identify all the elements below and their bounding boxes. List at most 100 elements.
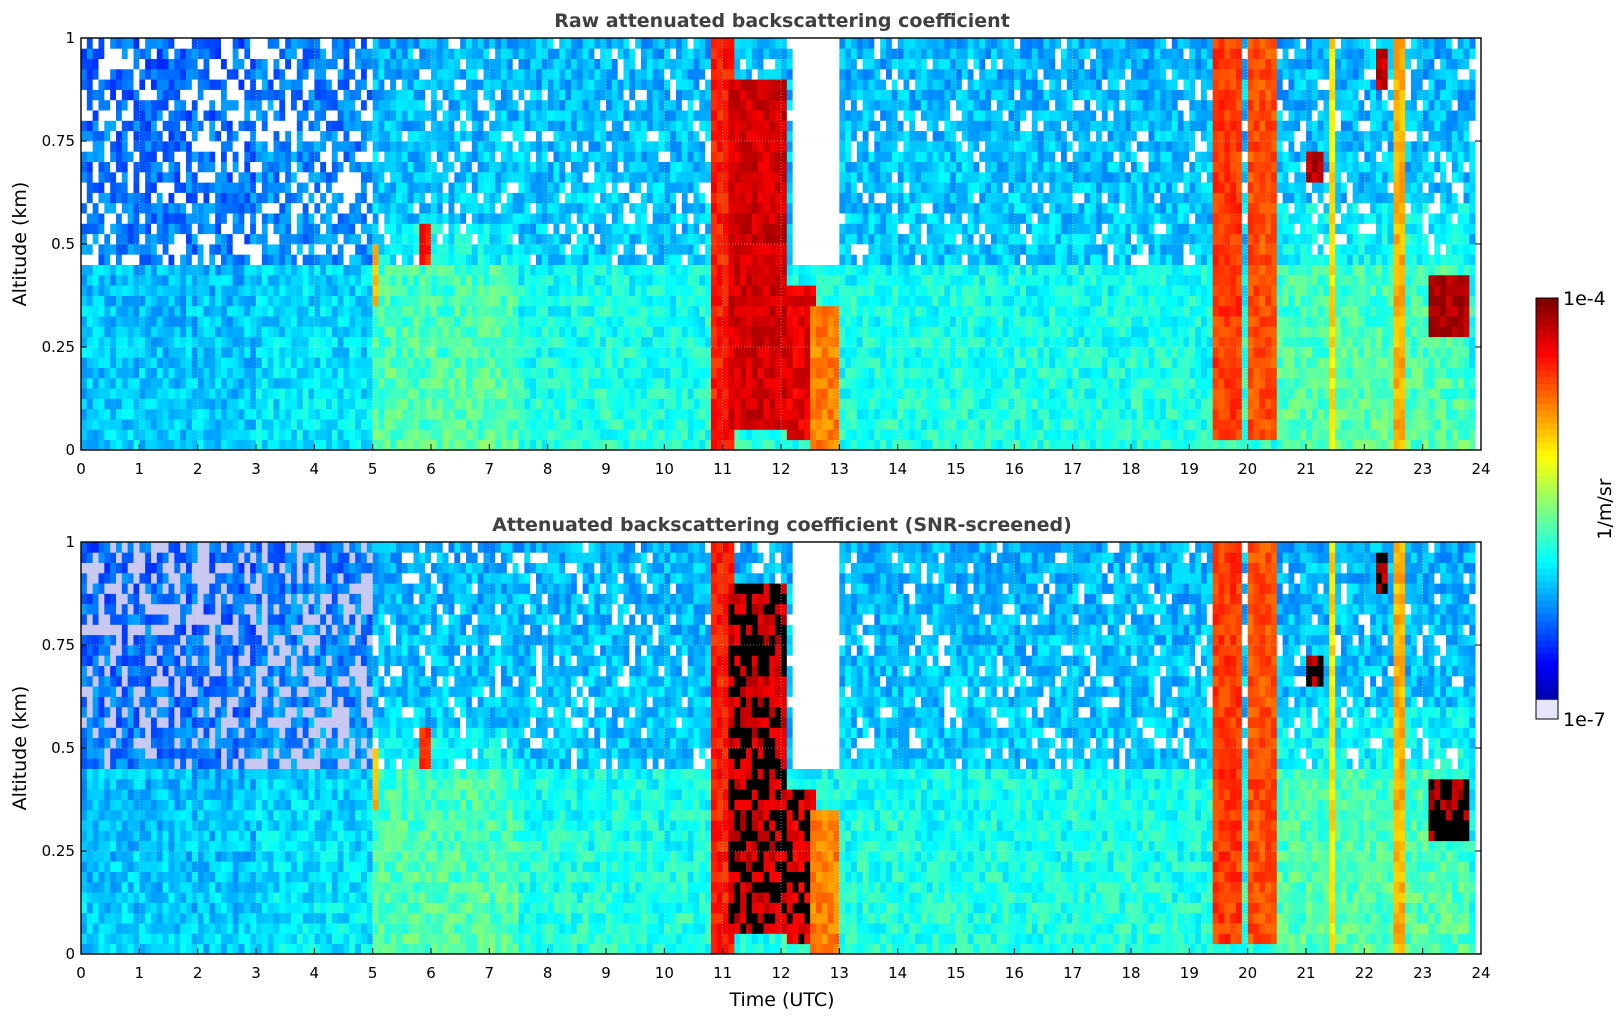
heatmap-cell bbox=[646, 264, 654, 276]
heatmap-cell bbox=[740, 295, 747, 307]
heatmap-cell bbox=[168, 58, 175, 70]
heatmap-cell bbox=[81, 233, 88, 245]
heatmap-cell bbox=[699, 89, 706, 101]
heatmap-cell bbox=[746, 398, 753, 410]
heatmap-cell bbox=[786, 336, 794, 348]
heatmap-cell bbox=[652, 151, 659, 162]
heatmap-cell bbox=[734, 295, 741, 307]
heatmap-cell bbox=[267, 244, 274, 255]
heatmap-cell bbox=[512, 68, 519, 80]
heatmap-cell bbox=[226, 79, 234, 90]
heatmap-cell bbox=[541, 182, 549, 193]
heatmap-cell bbox=[687, 316, 694, 327]
heatmap-cell bbox=[232, 274, 239, 286]
heatmap-cell bbox=[600, 377, 607, 389]
heatmap-cell bbox=[623, 367, 630, 379]
heatmap-cell bbox=[244, 182, 251, 193]
heatmap-cell bbox=[489, 171, 496, 183]
heatmap-cell bbox=[681, 130, 689, 142]
heatmap-cell bbox=[191, 285, 199, 296]
heatmap-cell bbox=[86, 120, 94, 132]
heatmap-cell bbox=[757, 357, 764, 368]
heatmap-cell bbox=[320, 429, 327, 441]
heatmap-cell bbox=[407, 192, 414, 204]
heatmap-cell bbox=[477, 336, 484, 348]
heatmap-cell bbox=[699, 408, 706, 420]
heatmap-cell bbox=[594, 38, 601, 49]
heatmap-cell bbox=[156, 295, 164, 307]
heatmap-cell bbox=[413, 161, 420, 173]
heatmap-cell bbox=[121, 244, 129, 255]
heatmap-cell bbox=[197, 99, 204, 111]
heatmap-cell bbox=[355, 285, 362, 296]
heatmap-cell bbox=[477, 58, 484, 70]
heatmap-cell bbox=[156, 419, 164, 430]
heatmap-cell bbox=[425, 171, 432, 183]
heatmap-cell bbox=[197, 439, 204, 451]
heatmap-cell bbox=[92, 48, 99, 59]
heatmap-cell bbox=[600, 357, 607, 368]
heatmap-cell bbox=[734, 120, 741, 132]
heatmap-cell bbox=[786, 182, 794, 193]
heatmap-cell bbox=[769, 99, 776, 111]
heatmap-cell bbox=[238, 192, 245, 204]
heatmap-cell bbox=[320, 305, 327, 317]
heatmap-cell bbox=[734, 48, 741, 59]
heatmap-cell bbox=[291, 99, 298, 111]
heatmap-cell bbox=[792, 254, 799, 265]
heatmap-cell bbox=[197, 316, 204, 327]
heatmap-cell bbox=[582, 305, 589, 317]
heatmap-cell bbox=[127, 151, 134, 162]
heatmap-cell bbox=[419, 38, 426, 49]
heatmap-cell bbox=[267, 202, 274, 214]
heatmap-cell bbox=[407, 202, 414, 214]
heatmap-cell bbox=[716, 110, 724, 121]
heatmap-cell bbox=[162, 439, 169, 451]
heatmap-cell bbox=[734, 161, 741, 173]
heatmap-cell bbox=[676, 182, 683, 193]
heatmap-cell bbox=[390, 439, 397, 451]
heatmap-cell bbox=[617, 48, 624, 59]
heatmap-cell bbox=[781, 192, 788, 204]
heatmap-cell bbox=[769, 244, 776, 255]
heatmap-cell bbox=[611, 295, 619, 307]
heatmap-cell bbox=[296, 79, 304, 90]
heatmap-cell bbox=[547, 357, 554, 368]
heatmap-cell bbox=[127, 419, 134, 430]
heatmap-cell bbox=[162, 264, 169, 276]
heatmap-cell bbox=[419, 295, 426, 307]
heatmap-cell bbox=[285, 377, 292, 389]
heatmap-cell bbox=[180, 161, 187, 173]
heatmap-cell bbox=[442, 285, 449, 296]
heatmap-cell bbox=[769, 141, 776, 152]
heatmap-cell bbox=[711, 38, 718, 49]
heatmap-cell bbox=[641, 48, 648, 59]
heatmap-cell bbox=[693, 244, 700, 255]
heatmap-cell bbox=[285, 254, 292, 265]
heatmap-cell bbox=[781, 367, 788, 379]
heatmap-cell bbox=[530, 305, 537, 317]
heatmap-cell bbox=[466, 58, 473, 70]
heatmap-cell bbox=[337, 58, 344, 70]
heatmap-cell bbox=[501, 336, 508, 348]
heatmap-cell bbox=[320, 439, 327, 451]
heatmap-cell bbox=[261, 419, 269, 430]
heatmap-cell bbox=[594, 244, 601, 255]
heatmap-cell bbox=[460, 347, 467, 358]
heatmap-cell bbox=[576, 244, 584, 255]
heatmap-cell bbox=[326, 68, 333, 80]
heatmap-cell bbox=[576, 264, 584, 276]
heatmap-cell bbox=[308, 213, 315, 224]
heatmap-cell bbox=[495, 336, 502, 348]
heatmap-cell bbox=[582, 79, 589, 90]
heatmap-cell bbox=[396, 141, 403, 152]
heatmap-cell bbox=[792, 161, 799, 173]
heatmap-cell bbox=[145, 408, 152, 420]
heatmap-cell bbox=[413, 171, 420, 183]
heatmap-cell bbox=[331, 244, 339, 255]
heatmap-cell bbox=[582, 244, 589, 255]
heatmap-cell bbox=[775, 439, 782, 451]
heatmap-cell bbox=[191, 120, 199, 132]
heatmap-cell bbox=[378, 439, 385, 451]
heatmap-cell bbox=[308, 439, 315, 451]
